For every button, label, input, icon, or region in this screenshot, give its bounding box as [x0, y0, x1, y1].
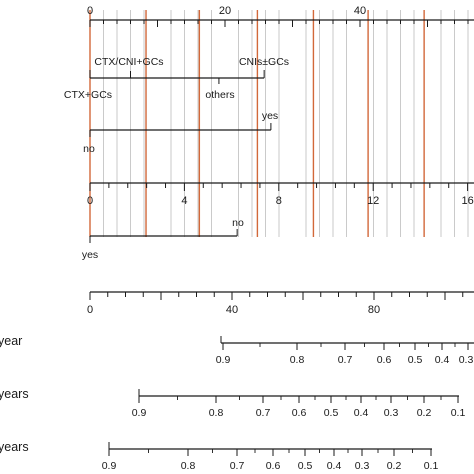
probability-tick-label: 0.7 — [256, 407, 271, 419]
continuous-row: 0 4 8 12 16 — [87, 182, 474, 207]
category-label: yes — [262, 110, 278, 122]
points-axis: 0204060 — [87, 5, 474, 27]
tick-label: 12 — [367, 195, 379, 207]
category-label: CNIs±GCs — [239, 56, 289, 68]
probability-tick-label: 0.1 — [451, 407, 466, 419]
category-label: CTX/CNI+GCs — [94, 56, 163, 68]
probability-tick-label: 0.9 — [216, 354, 231, 366]
reference-lines — [89, 10, 425, 237]
probability-tick-label: 0.3 — [355, 460, 370, 472]
probability-tick-label: 0.3 — [384, 407, 399, 419]
category-label: others — [205, 89, 234, 101]
probability-axis-label: years — [0, 440, 29, 454]
tick-label: 0 — [87, 5, 93, 17]
category-label: CTX+GCs — [64, 89, 112, 101]
tick-label: 80 — [368, 304, 380, 316]
probability-tick-label: 0.6 — [292, 407, 307, 419]
probability-tick-label: 0.6 — [377, 354, 392, 366]
tick-label: 0 — [87, 195, 93, 207]
probability-tick-label: 0.9 — [132, 407, 147, 419]
probability-tick-label: 0.2 — [387, 460, 402, 472]
tick-label: 0 — [87, 304, 93, 316]
probability-tick-label: 0.3 — [459, 354, 474, 366]
probability-axis-label: year — [0, 334, 22, 348]
total-points-axis: 0 40 80 — [87, 291, 474, 316]
grid-lines — [103, 10, 469, 237]
probability-tick-label: 0.5 — [408, 354, 423, 366]
probability-tick-label: 0.5 — [298, 460, 313, 472]
probability-tick-label: 0.5 — [324, 407, 339, 419]
tick-label: 8 — [276, 195, 282, 207]
category-label: no — [83, 143, 95, 155]
probability-tick-label: 0.7 — [230, 460, 245, 472]
probability-tick-label: 0.8 — [290, 354, 305, 366]
tick-label: 40 — [354, 5, 366, 17]
tick-label: 4 — [181, 195, 187, 207]
treatment-row: CTX/CNI+GCs CNIs±GCs CTX+GCs others — [64, 56, 289, 101]
tick-label: 16 — [461, 195, 473, 207]
category-label: no — [232, 217, 244, 229]
probability-tick-label: 0.7 — [338, 354, 353, 366]
probability-tick-label: 0.6 — [266, 460, 281, 472]
probability-tick-label: 0.8 — [181, 460, 196, 472]
probability-axes: year 0.9 0.8 0.7 0.6 0.5 0.4 0.3 years 0.9 0.8 0.7 0… — [0, 334, 474, 472]
probability-tick-label: 0.4 — [327, 460, 342, 472]
category-label: yes — [82, 249, 98, 261]
probability-tick-label: 0.1 — [424, 460, 439, 472]
probability-tick-label: 0.4 — [354, 407, 369, 419]
binary-a-row: yes no — [83, 110, 278, 155]
tick-label: 40 — [226, 304, 238, 316]
probability-tick-label: 0.4 — [435, 354, 450, 366]
tick-label: 20 — [219, 5, 231, 17]
probability-tick-label: 0.9 — [102, 460, 117, 472]
probability-tick-label: 0.8 — [209, 407, 224, 419]
binary-b-row: no yes — [82, 217, 244, 261]
probability-tick-label: 0.2 — [417, 407, 432, 419]
probability-axis-label: years — [0, 387, 29, 401]
